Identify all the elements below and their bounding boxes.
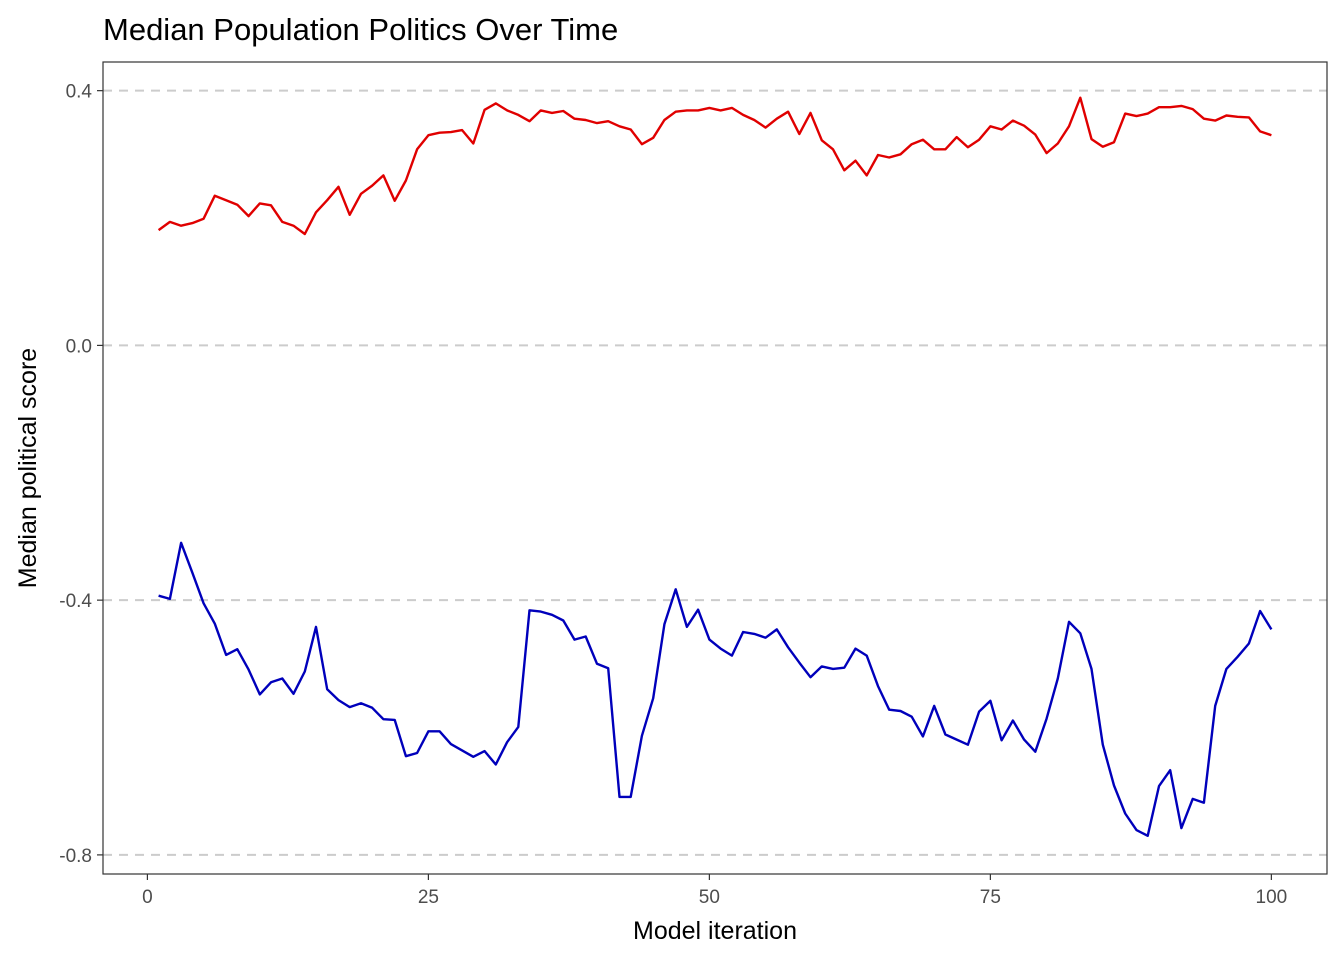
x-tick-label: 0: [142, 887, 153, 908]
y-axis-title: Median political score: [14, 348, 42, 588]
grid-lines: [103, 89, 1327, 856]
x-axis-title: Model iteration: [633, 917, 797, 945]
x-tick-label: 50: [699, 887, 720, 908]
x-tick-label: 25: [418, 887, 439, 908]
chart-title: Median Population Politics Over Time: [103, 12, 618, 47]
series-line-2: [158, 541, 1273, 837]
x-tick-label: 100: [1256, 887, 1288, 908]
plot-panel-border: [102, 61, 1328, 875]
x-axis: 0 25 50 75 100: [142, 874, 1287, 908]
series-line-1: [157, 96, 1272, 236]
y-tick-label: 0.0: [66, 336, 92, 357]
y-tick-label: -0.4: [59, 591, 92, 612]
y-tick-label: -0.8: [59, 846, 92, 867]
y-tick-label: 0.4: [66, 82, 93, 103]
series-layer: [157, 96, 1273, 837]
x-tick-label: 75: [980, 887, 1001, 908]
y-axis: 0.4 0.0 -0.4 -0.8: [59, 82, 103, 867]
